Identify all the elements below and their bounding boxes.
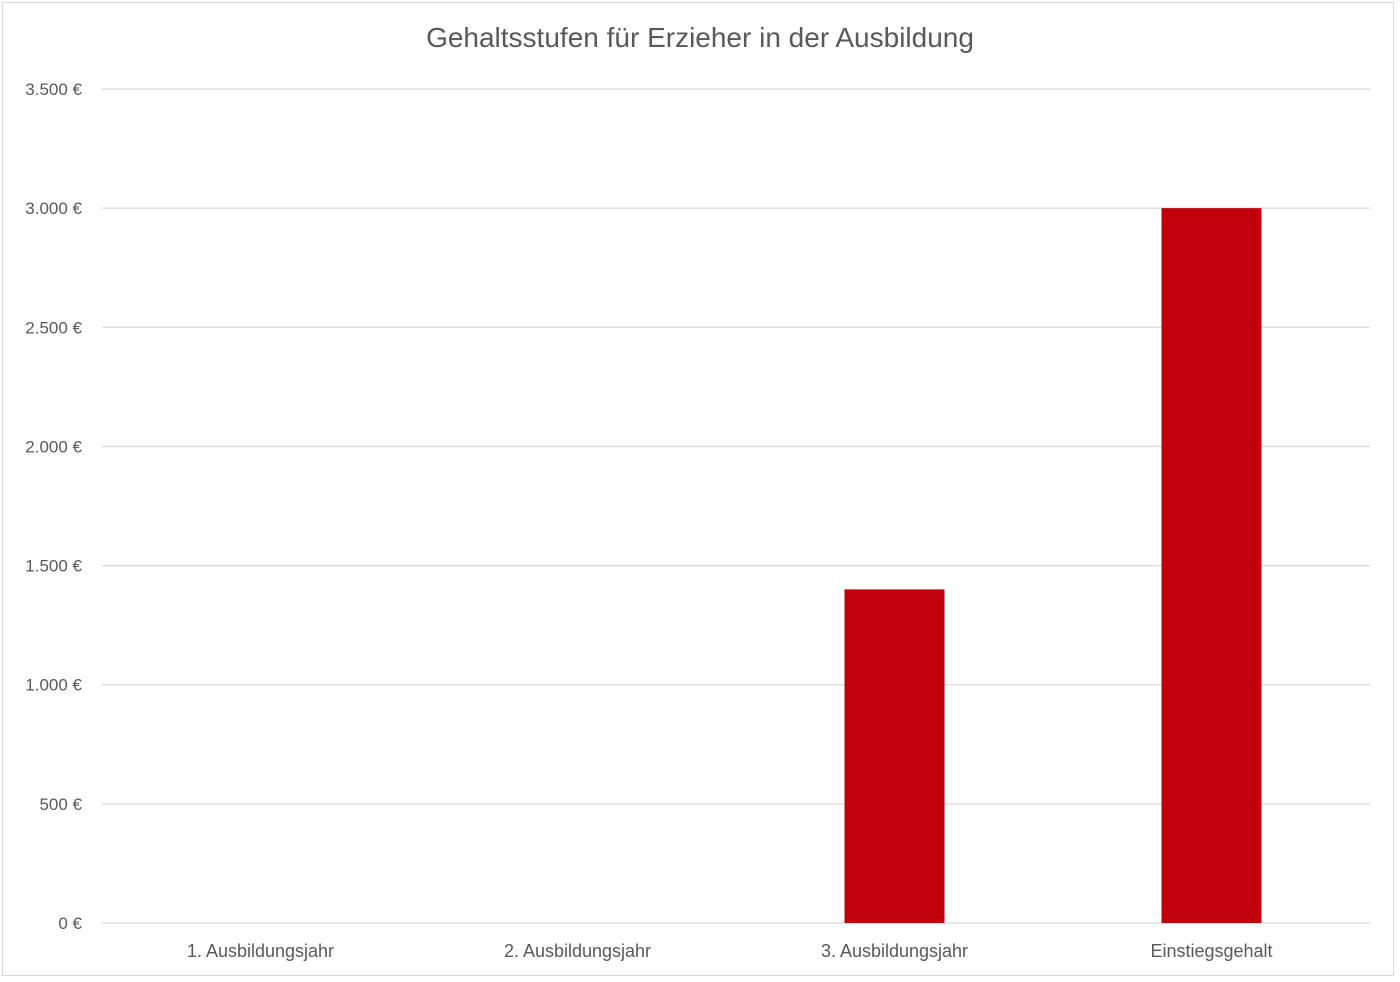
bar: [1161, 208, 1262, 924]
y-tick-label: 500 €: [39, 795, 82, 814]
chart-title: Gehaltsstufen für Erzieher in der Ausbil…: [426, 22, 974, 53]
x-axis-category-labels: 1. Ausbildungsjahr 2. Ausbildungsjahr 3. A…: [187, 941, 1273, 961]
x-category-label: 2. Ausbildungsjahr: [504, 941, 651, 961]
gridlines: [102, 88, 1370, 924]
y-tick-label: 2.500 €: [25, 318, 82, 337]
y-tick-label: 3.000 €: [25, 199, 82, 218]
y-tick-label: 2.000 €: [25, 437, 82, 456]
bars: [844, 208, 1262, 924]
y-axis-tick-labels: 0 € 500 € 1.000 € 1.500 € 2.000 € 2.500 € 3.00…: [25, 80, 82, 933]
y-tick-label: 0 €: [58, 914, 82, 933]
y-tick-label: 1.500 €: [25, 557, 82, 576]
x-category-label: 3. Ausbildungsjahr: [821, 941, 968, 961]
y-tick-label: 3.500 €: [25, 80, 82, 99]
bar: [844, 589, 945, 923]
x-category-label: 1. Ausbildungsjahr: [187, 941, 334, 961]
y-tick-label: 1.000 €: [25, 676, 82, 695]
x-category-label: Einstiegsgehalt: [1150, 941, 1272, 961]
